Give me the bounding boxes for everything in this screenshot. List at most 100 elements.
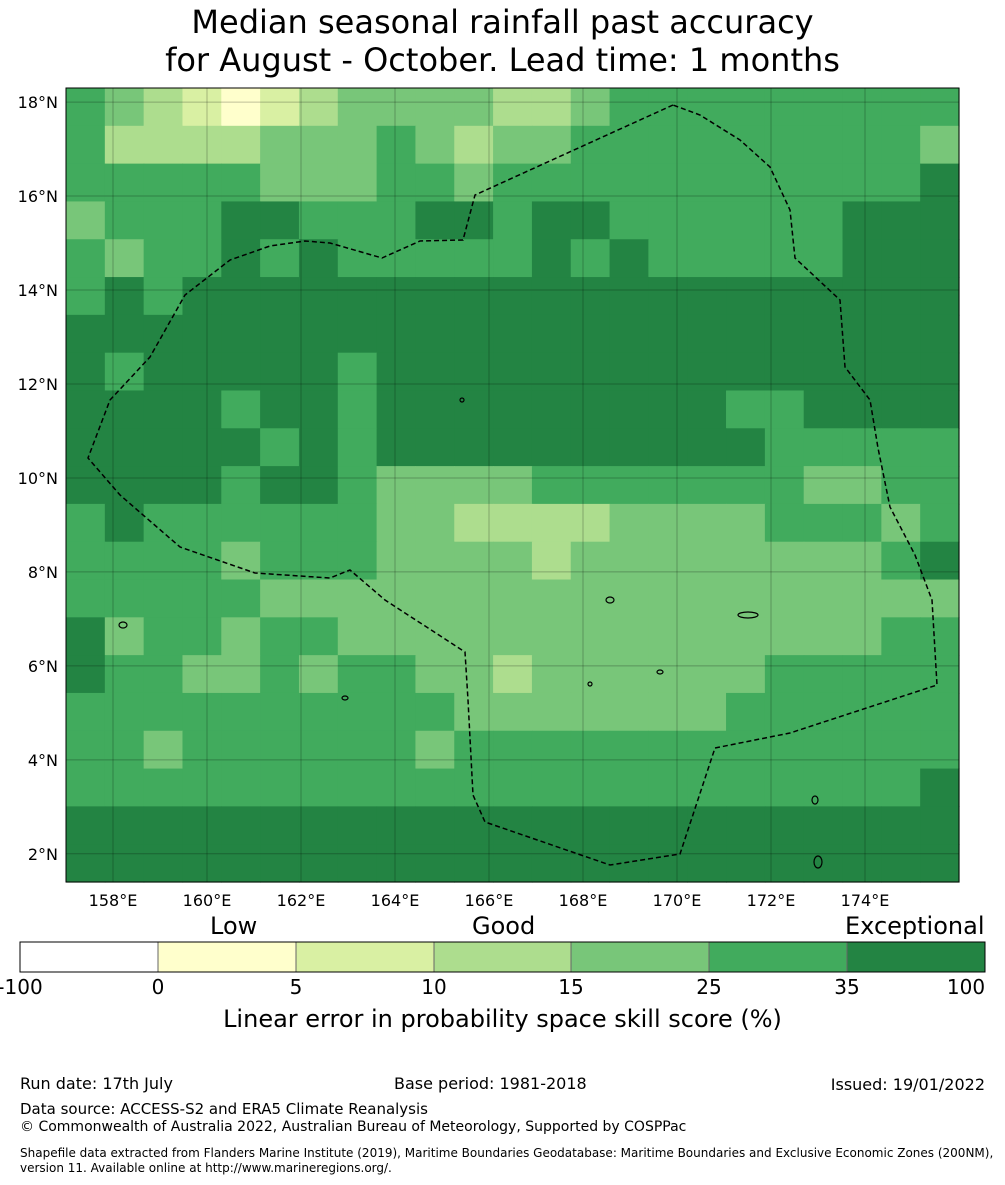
grid-cell xyxy=(260,352,300,392)
grid-cell xyxy=(260,88,300,127)
grid-cell xyxy=(609,730,649,770)
grid-cell xyxy=(803,541,844,581)
grid-cell xyxy=(298,314,339,354)
grid-cell xyxy=(842,730,882,770)
grid-cell xyxy=(842,541,882,581)
islands xyxy=(118,397,823,869)
grid-cell xyxy=(764,201,805,240)
grid-cell xyxy=(221,88,261,127)
grid-cell xyxy=(298,88,339,127)
grid-cell xyxy=(609,806,649,845)
grid-cell xyxy=(104,277,145,316)
grid-cell xyxy=(415,655,455,694)
grid-cell xyxy=(531,277,572,316)
grid-cell xyxy=(648,541,688,581)
grid-cell xyxy=(415,768,455,807)
grid-cell xyxy=(687,428,727,467)
grid-cell xyxy=(337,617,378,656)
lat-tick-label: 16°N xyxy=(18,187,58,206)
grid-cell xyxy=(842,314,882,354)
grid-cell xyxy=(803,579,844,618)
lat-tick-label: 12°N xyxy=(18,375,58,394)
grid-cell xyxy=(182,466,222,505)
grid-cell xyxy=(570,314,611,354)
grid-cell xyxy=(842,768,882,807)
grid-cell xyxy=(920,541,960,581)
grid-cell xyxy=(570,692,611,732)
island-outline xyxy=(118,621,128,629)
grid-cell xyxy=(531,655,572,694)
grid-cell xyxy=(842,125,882,165)
grid-cell xyxy=(260,692,300,732)
grid-cell xyxy=(493,655,533,694)
grid-cell xyxy=(803,352,844,392)
grid-cell xyxy=(415,466,455,505)
grid-cell xyxy=(376,579,417,618)
grid-cell xyxy=(531,617,572,656)
colorbar-word-low: Low xyxy=(210,912,258,940)
grid-cell xyxy=(920,466,960,505)
grid-cell xyxy=(842,201,882,240)
grid-cell xyxy=(726,466,766,505)
grid-cell xyxy=(570,768,611,807)
grid-cell xyxy=(104,88,145,127)
grid-cell xyxy=(920,277,960,316)
grid-cell xyxy=(920,201,960,240)
data-source: Data source: ACCESS-S2 and ERA5 Climate … xyxy=(20,1100,428,1118)
grid-cell xyxy=(609,239,649,278)
grid-cell xyxy=(570,806,611,845)
grid-cell xyxy=(454,428,494,467)
run-date: Run date: 17th July xyxy=(20,1074,173,1093)
grid-cell xyxy=(221,503,261,543)
lon-tick-label: 172°E xyxy=(747,891,796,910)
grid-cell xyxy=(104,239,145,278)
grid-cell xyxy=(531,844,572,883)
grid-cell xyxy=(726,88,766,127)
grid-cell xyxy=(104,352,145,392)
lon-tick-label: 166°E xyxy=(465,891,514,910)
grid-cell xyxy=(143,806,184,845)
grid-cell xyxy=(609,692,649,732)
grid-cell xyxy=(415,541,455,581)
grid-cell xyxy=(687,125,727,165)
grid-cell xyxy=(531,125,572,165)
grid-cell xyxy=(842,617,882,656)
grid-cell xyxy=(803,844,844,883)
grid-cell xyxy=(221,277,261,316)
grid-cell xyxy=(454,201,494,240)
grid-cell xyxy=(415,730,455,770)
grid-cell xyxy=(221,692,261,732)
grid-cell xyxy=(104,806,145,845)
grid-cell xyxy=(920,428,960,467)
grid-cell xyxy=(648,428,688,467)
grid-cell xyxy=(570,201,611,240)
grid-cell xyxy=(376,163,417,203)
grid-cell xyxy=(221,466,261,505)
grid-cell xyxy=(726,277,766,316)
grid-cell xyxy=(260,277,300,316)
grid-cell xyxy=(221,163,261,203)
grid-cell xyxy=(221,239,261,278)
shapefile-credit-2: version 11. Available online at http://w… xyxy=(20,1161,392,1175)
grid-cell xyxy=(376,239,417,278)
grid-cell xyxy=(881,201,921,240)
grid-cell xyxy=(842,503,882,543)
grid-cell xyxy=(842,844,882,883)
grid-cell xyxy=(376,655,417,694)
grid-cell xyxy=(764,692,805,732)
grid-cell xyxy=(182,579,222,618)
grid-cell xyxy=(454,125,494,165)
grid-cell xyxy=(182,768,222,807)
grid-cell xyxy=(531,692,572,732)
grid-cell xyxy=(570,239,611,278)
grid-cell xyxy=(920,768,960,807)
grid-cell xyxy=(764,428,805,467)
grid-cell xyxy=(337,428,378,467)
lon-tick-label: 168°E xyxy=(559,891,608,910)
grid-cell xyxy=(570,428,611,467)
grid-cell xyxy=(648,617,688,656)
grid-cell xyxy=(415,428,455,467)
grid-cell xyxy=(687,541,727,581)
lat-tick-label: 18°N xyxy=(18,93,58,112)
